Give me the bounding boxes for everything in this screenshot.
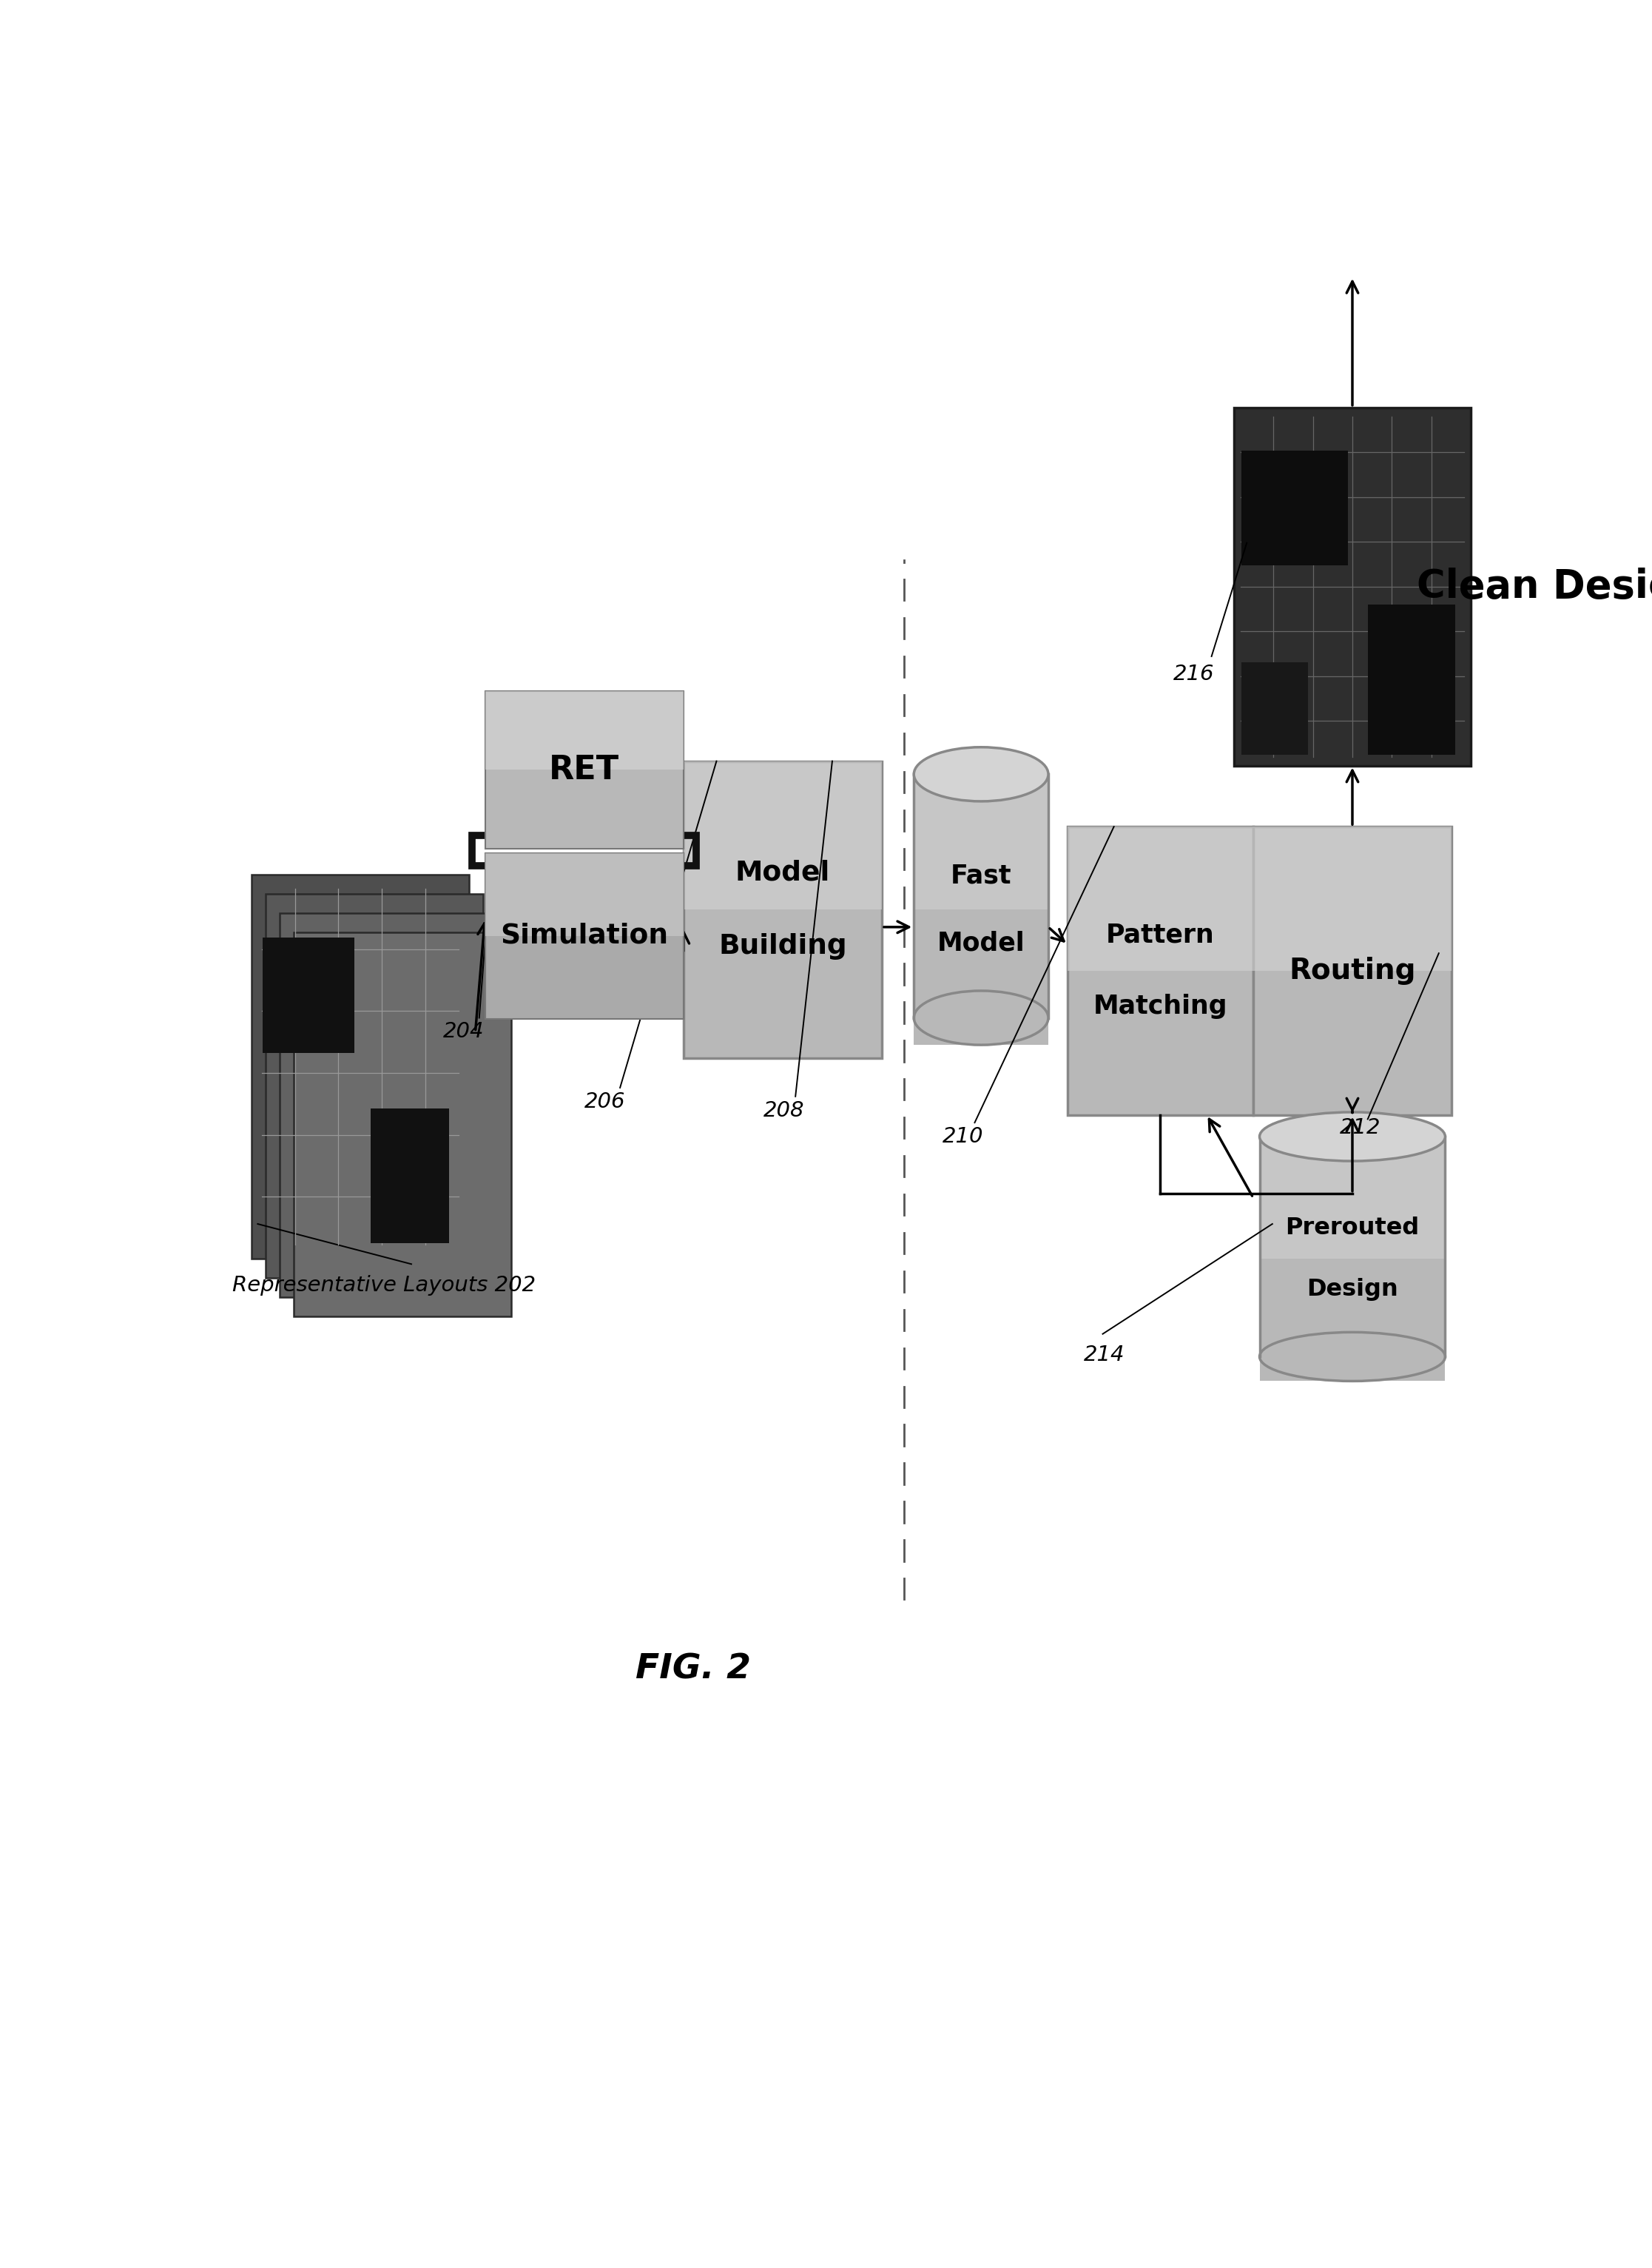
Text: FIG. 2: FIG. 2	[636, 1653, 750, 1685]
FancyBboxPatch shape	[486, 692, 684, 848]
FancyBboxPatch shape	[1242, 451, 1348, 565]
FancyBboxPatch shape	[370, 1109, 449, 1243]
Text: 206: 206	[585, 1091, 624, 1111]
Ellipse shape	[914, 991, 1049, 1046]
Text: Simulation: Simulation	[501, 923, 667, 948]
Ellipse shape	[1259, 1111, 1446, 1161]
FancyBboxPatch shape	[914, 773, 1049, 1046]
FancyBboxPatch shape	[294, 932, 510, 1315]
Text: Matching: Matching	[1094, 993, 1227, 1018]
Text: Representative Layouts 202: Representative Layouts 202	[231, 1275, 535, 1295]
Text: Model: Model	[735, 860, 829, 887]
FancyBboxPatch shape	[1067, 826, 1254, 1116]
FancyBboxPatch shape	[486, 853, 684, 1018]
FancyBboxPatch shape	[684, 762, 882, 909]
FancyBboxPatch shape	[684, 762, 882, 1057]
Text: RET: RET	[548, 753, 620, 785]
Ellipse shape	[1259, 1331, 1446, 1381]
FancyBboxPatch shape	[914, 773, 1049, 909]
FancyBboxPatch shape	[1254, 826, 1452, 971]
Text: 212: 212	[1340, 1118, 1381, 1139]
FancyBboxPatch shape	[1254, 826, 1452, 1116]
FancyBboxPatch shape	[251, 875, 469, 1259]
FancyBboxPatch shape	[486, 692, 684, 769]
Text: Clean Design: Clean Design	[1416, 567, 1652, 606]
FancyBboxPatch shape	[1067, 826, 1254, 971]
Text: Design: Design	[1307, 1277, 1398, 1302]
Text: Model: Model	[937, 930, 1024, 957]
Text: 216: 216	[1173, 665, 1214, 685]
FancyBboxPatch shape	[486, 853, 684, 937]
Text: 214: 214	[1084, 1345, 1125, 1365]
FancyBboxPatch shape	[263, 937, 354, 1052]
FancyBboxPatch shape	[1234, 408, 1470, 767]
FancyBboxPatch shape	[1259, 1136, 1446, 1259]
Text: Fast: Fast	[950, 864, 1011, 889]
Text: 204: 204	[443, 1021, 484, 1043]
Text: Routing: Routing	[1289, 957, 1416, 984]
FancyBboxPatch shape	[279, 914, 497, 1297]
Text: Building: Building	[719, 934, 847, 959]
FancyBboxPatch shape	[1242, 662, 1308, 755]
Text: 208: 208	[763, 1100, 805, 1120]
FancyBboxPatch shape	[1368, 606, 1455, 755]
Text: Prerouted: Prerouted	[1285, 1218, 1419, 1241]
FancyBboxPatch shape	[266, 894, 482, 1279]
Text: 210: 210	[943, 1127, 983, 1148]
Text: Pattern: Pattern	[1107, 923, 1214, 948]
Ellipse shape	[914, 746, 1049, 801]
FancyBboxPatch shape	[1259, 1136, 1446, 1381]
